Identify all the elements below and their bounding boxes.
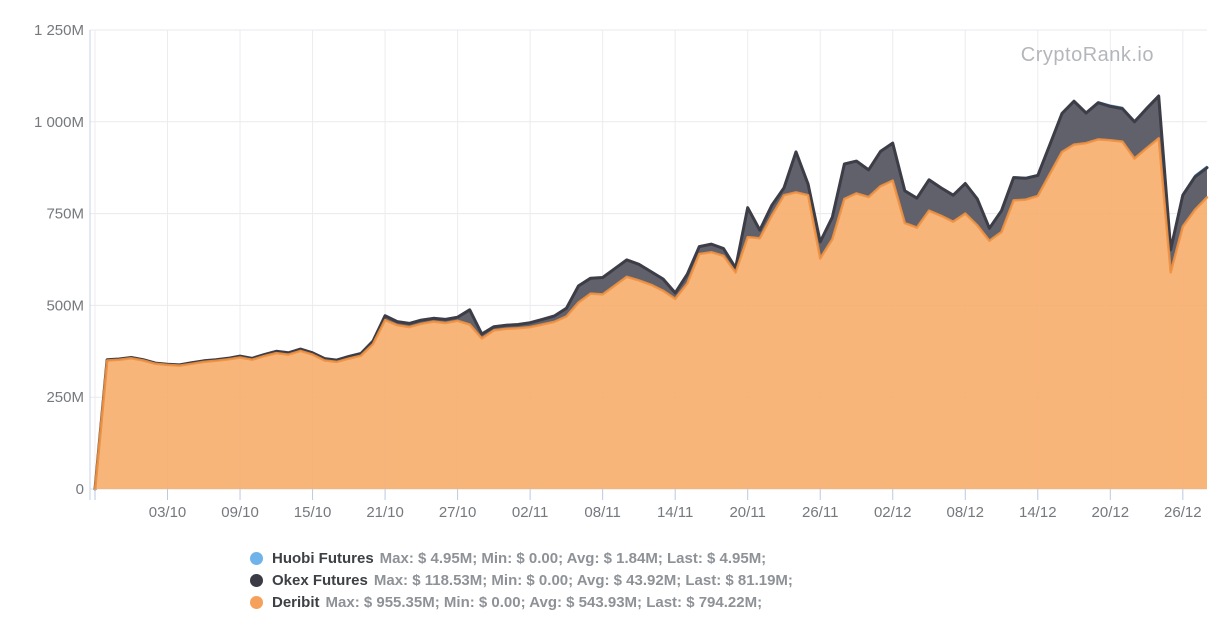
- stacked-areas: [93, 94, 1209, 491]
- y-tick-label: 750M: [46, 206, 84, 223]
- y-tick-label: 1 000M: [34, 114, 84, 131]
- line-deribit: [93, 137, 1209, 491]
- legend-series-name: Okex Futures: [272, 571, 368, 589]
- x-tick-label: 27/10: [439, 504, 477, 521]
- legend-series-name: Deribit: [272, 593, 320, 611]
- y-tick-label: 500M: [46, 297, 84, 314]
- x-tick-label: 08/12: [946, 504, 984, 521]
- x-tick-label: 02/12: [874, 504, 912, 521]
- area-okex-futures: [95, 96, 1207, 489]
- chart-legend: Huobi Futures Max: $ 4.95M; Min: $ 0.00;…: [250, 547, 793, 613]
- y-axis-labels: 0 250M 500M 750M 1 000M 1 250M: [34, 22, 84, 498]
- x-tick-label: 20/12: [1092, 504, 1130, 521]
- x-tick-label: 14/11: [657, 504, 693, 521]
- legend-series-stats: Max: $ 955.35M; Min: $ 0.00; Avg: $ 543.…: [325, 593, 763, 611]
- x-axis-labels: 03/10 09/10 15/10 21/10 27/10 02/11 08/11 14/11…: [149, 504, 1202, 521]
- y-tick-label: 1 250M: [34, 22, 84, 39]
- watermark: CryptoRank.io: [1020, 44, 1154, 66]
- x-tick-label: 26/11: [802, 504, 838, 521]
- legend-item-huobi-futures[interactable]: Huobi Futures Max: $ 4.95M; Min: $ 0.00;…: [250, 547, 793, 569]
- legend-item-deribit[interactable]: Deribit Max: $ 955.35M; Min: $ 0.00; Avg…: [250, 591, 793, 613]
- x-tick-label: 21/10: [366, 504, 404, 521]
- legend-series-stats: Max: $ 118.53M; Min: $ 0.00; Avg: $ 43.9…: [373, 571, 793, 589]
- x-tick-label: 26/12: [1164, 504, 1202, 521]
- volume-area-chart[interactable]: 0 250M 500M 750M 1 000M 1 250M 03/10 09/10 15/10…: [0, 0, 1213, 540]
- x-tick-label: 15/10: [294, 504, 332, 521]
- huobi-futures-marker-icon: [250, 551, 263, 565]
- axes: [89, 30, 1184, 500]
- okex-futures-marker-icon: [250, 573, 263, 587]
- x-tick-label: 09/10: [221, 504, 259, 521]
- line-okex-futures: [93, 94, 1209, 491]
- y-tick-label: 0: [76, 481, 84, 498]
- x-tick-label: 08/11: [584, 504, 620, 521]
- area-deribit: [95, 138, 1207, 490]
- x-tick-label: 02/11: [512, 504, 548, 521]
- deribit-marker-icon: [250, 595, 263, 609]
- legend-series-stats: Max: $ 4.95M; Min: $ 0.00; Avg: $ 1.84M;…: [379, 549, 767, 567]
- x-tick-label: 20/11: [729, 504, 765, 521]
- legend-series-name: Huobi Futures: [272, 549, 374, 567]
- y-tick-label: 250M: [46, 389, 84, 406]
- x-tick-label: 14/12: [1019, 504, 1057, 521]
- x-tick-label: 03/10: [149, 504, 187, 521]
- legend-item-okex-futures[interactable]: Okex Futures Max: $ 118.53M; Min: $ 0.00…: [250, 569, 793, 591]
